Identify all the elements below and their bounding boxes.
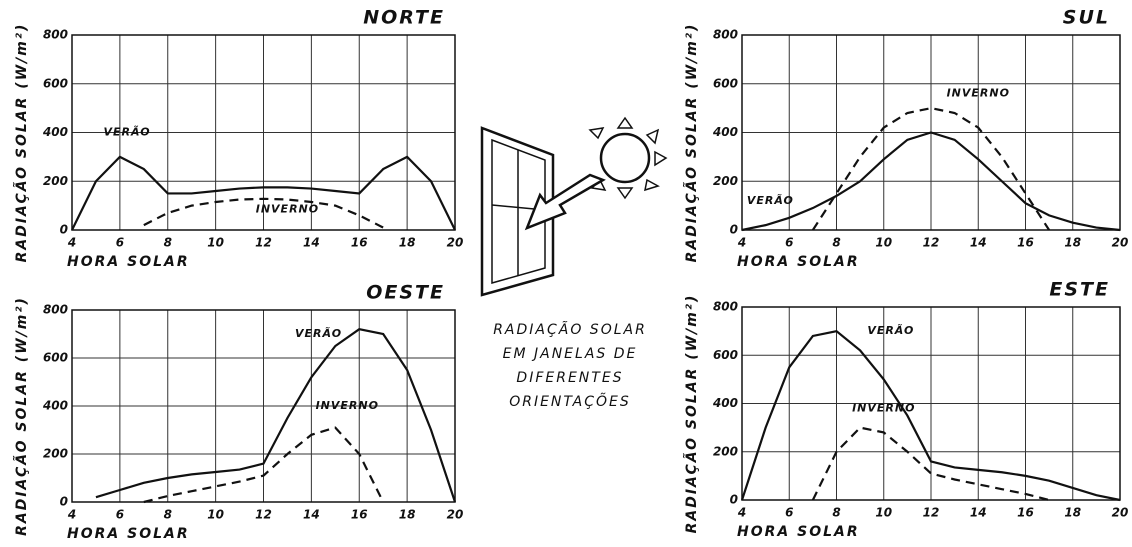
chart-title: ESTE (1049, 279, 1110, 301)
y-tick-label: 400 (42, 399, 68, 413)
y-tick-label: 600 (713, 348, 738, 362)
series-line (740, 329, 1121, 502)
series-label: INVERNO (947, 87, 1010, 100)
x-tick-label: 16 (351, 508, 368, 522)
caption-line: RADIAÇÃO SOLAR (493, 321, 647, 338)
y-axis-label: RADIAÇÃO SOLAR (W/m²) (683, 23, 700, 263)
series-line (811, 426, 1050, 502)
y-axis-label: RADIAÇÃO SOLAR (W/m²) (13, 23, 30, 263)
x-tick-label: 20 (447, 236, 464, 250)
y-tick-label: 800 (713, 300, 738, 314)
x-tick-label: 10 (207, 508, 224, 522)
y-tick-label: 200 (713, 444, 738, 458)
x-tick-label: 18 (1064, 236, 1081, 250)
x-axis-label: HORA SOLAR (737, 254, 860, 270)
x-tick-label: 12 (255, 508, 272, 522)
chart-title: NORTE (363, 7, 445, 29)
x-tick-label: 4 (67, 508, 76, 522)
caption-line: ORIENTAÇÕES (509, 393, 631, 410)
x-tick-label: 20 (1112, 506, 1129, 520)
x-tick-label: 4 (67, 236, 76, 250)
x-tick-label: 16 (1017, 506, 1034, 520)
y-tick-label: 400 (42, 125, 68, 139)
series-line (71, 155, 456, 231)
x-tick-label: 16 (1017, 236, 1034, 250)
x-tick-label: 18 (1064, 506, 1081, 520)
x-tick-label: 6 (116, 236, 124, 250)
y-tick-label: 0 (730, 223, 738, 237)
caption-line: EM JANELAS DE (503, 346, 638, 362)
series-label: VERÃO (747, 194, 794, 207)
series-line (95, 328, 457, 503)
plot-frame (71, 309, 456, 503)
x-tick-label: 20 (447, 508, 464, 522)
y-tick-label: 800 (713, 28, 738, 42)
y-tick-label: 0 (730, 493, 738, 507)
series-label: VERÃO (295, 327, 342, 340)
caption: RADIAÇÃO SOLAR EM JANELAS DE DIFERENTES ORI… (493, 321, 647, 410)
x-tick-label: 14 (303, 508, 320, 522)
x-tick-label: 8 (164, 508, 172, 522)
plot-frame (741, 306, 1121, 501)
x-tick-label: 14 (970, 236, 987, 250)
x-tick-label: 4 (737, 506, 746, 520)
x-axis-label: HORA SOLAR (67, 526, 190, 542)
series-label: INVERNO (316, 399, 379, 412)
y-tick-label: 400 (712, 125, 738, 139)
x-tick-label: 14 (970, 506, 987, 520)
series-line (143, 426, 385, 504)
x-tick-label: 18 (399, 236, 416, 250)
x-tick-label: 10 (875, 236, 892, 250)
window-sun-illustration (480, 116, 668, 297)
y-tick-label: 400 (712, 396, 738, 410)
chart-title: OESTE (366, 282, 445, 304)
x-tick-label: 20 (1112, 236, 1129, 250)
series-label: INVERNO (256, 202, 319, 215)
y-tick-label: 800 (43, 303, 68, 317)
x-tick-label: 4 (737, 236, 746, 250)
x-tick-label: 8 (832, 236, 840, 250)
x-tick-label: 6 (785, 506, 793, 520)
x-tick-label: 6 (116, 508, 124, 522)
y-tick-label: 0 (60, 495, 68, 509)
y-tick-label: 0 (60, 223, 68, 237)
x-axis-label: HORA SOLAR (67, 254, 190, 270)
x-tick-label: 12 (255, 236, 272, 250)
x-tick-label: 8 (164, 236, 172, 250)
series-line (741, 131, 1121, 232)
y-tick-label: 600 (43, 76, 68, 90)
plot-frame (741, 34, 1121, 231)
x-axis-label: HORA SOLAR (737, 524, 860, 540)
y-tick-label: 200 (43, 174, 68, 188)
x-tick-label: 16 (351, 236, 368, 250)
x-tick-label: 10 (207, 236, 224, 250)
x-tick-label: 14 (303, 236, 320, 250)
x-tick-label: 6 (785, 236, 793, 250)
caption-line: DIFERENTES (516, 370, 623, 386)
y-tick-label: 600 (43, 351, 68, 365)
y-axis-label: RADIAÇÃO SOLAR (W/m²) (683, 294, 700, 534)
x-tick-label: 8 (832, 506, 840, 520)
series-label: INVERNO (852, 401, 915, 414)
y-tick-label: 600 (713, 76, 738, 90)
chart-title: SUL (1063, 7, 1110, 29)
y-tick-label: 800 (43, 28, 68, 42)
y-tick-label: 200 (43, 447, 68, 461)
series-label: VERÃO (104, 126, 151, 139)
x-tick-label: 10 (875, 506, 892, 520)
x-tick-label: 18 (399, 508, 416, 522)
y-axis-label: RADIAÇÃO SOLAR (W/m²) (13, 296, 30, 536)
y-tick-label: 200 (713, 174, 738, 188)
x-tick-label: 12 (923, 506, 940, 520)
series-label: VERÃO (867, 324, 914, 337)
x-tick-label: 12 (923, 236, 940, 250)
series-line (143, 197, 384, 229)
plot-frame (71, 34, 456, 231)
